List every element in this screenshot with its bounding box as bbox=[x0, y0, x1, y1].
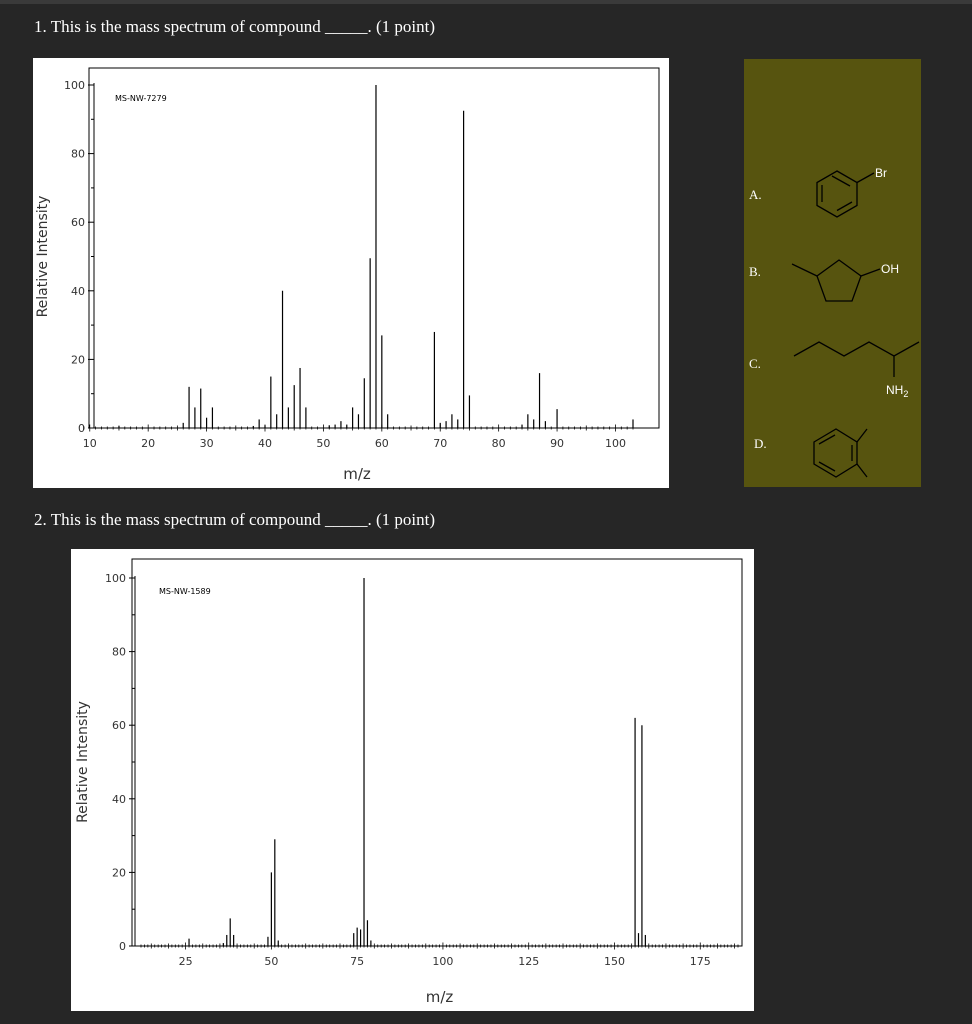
x-tick-label: 175 bbox=[690, 955, 711, 968]
y-tick-label: 0 bbox=[119, 940, 126, 953]
y-tick-label: 100 bbox=[105, 572, 126, 585]
y-tick-label: 100 bbox=[64, 79, 85, 92]
answer-options-panel: A. B. C. D. Br OH NH2 bbox=[744, 59, 921, 487]
y-tick-label: 60 bbox=[112, 719, 126, 732]
x-tick-label: 40 bbox=[258, 437, 272, 450]
y-tick-label: 20 bbox=[112, 866, 126, 879]
y-tick-label: 80 bbox=[71, 148, 85, 161]
methylcyclopentanol-structure: OH bbox=[791, 259, 899, 302]
x-tick-label: 50 bbox=[264, 955, 278, 968]
x-tick-label: 10 bbox=[83, 437, 97, 450]
y-tick-label: 80 bbox=[112, 646, 126, 659]
y-tick-label: 40 bbox=[71, 285, 85, 298]
spectrum-code-label: MS-NW-7279 bbox=[115, 94, 167, 103]
mass-spectrum-2: 0 20 40 60 80 100 25 50 75 100 125 150 175 MS-NW-1589… bbox=[71, 549, 754, 1011]
spectrum-code-label: MS-NW-1589 bbox=[159, 587, 211, 596]
option-b-label: B. bbox=[749, 264, 761, 279]
x-tick-label: 100 bbox=[605, 437, 626, 450]
x-tick-label: 70 bbox=[433, 437, 447, 450]
x-tick-label: 60 bbox=[375, 437, 389, 450]
x-tick-label: 20 bbox=[141, 437, 155, 450]
x-axis-title: m/z bbox=[426, 988, 454, 1006]
amine-structure: NH2 bbox=[793, 341, 920, 399]
bromobenzene-structure: Br bbox=[816, 166, 887, 218]
top-divider bbox=[0, 0, 972, 4]
bromine-label: Br bbox=[875, 166, 887, 180]
y-axis-title: Relative Intensity bbox=[35, 196, 51, 318]
y-axis-title: Relative Intensity bbox=[75, 701, 91, 823]
y-tick-label: 40 bbox=[112, 793, 126, 806]
plot-frame bbox=[131, 558, 743, 947]
amine-label: NH2 bbox=[886, 383, 908, 399]
x-tick-label: 90 bbox=[550, 437, 564, 450]
option-a-label: A. bbox=[749, 187, 762, 202]
y-tick-label: 20 bbox=[71, 353, 85, 366]
xylene-structure bbox=[813, 428, 868, 478]
hydroxyl-label: OH bbox=[881, 262, 899, 276]
x-tick-label: 100 bbox=[432, 955, 453, 968]
x-tick-label: 50 bbox=[316, 437, 330, 450]
option-c-label: C. bbox=[749, 356, 761, 371]
mass-spectrum-2-svg: 0 20 40 60 80 100 25 50 75 100 125 150 175 MS-NW-1589… bbox=[75, 558, 743, 1006]
mass-spectrum-1: 0 20 40 60 80 100 10 20 30 40 50 60 70 80 90 100 MS-NW-7… bbox=[33, 58, 669, 488]
question-2-text: 2. This is the mass spectrum of compound… bbox=[34, 510, 436, 529]
x-tick-label: 80 bbox=[492, 437, 506, 450]
x-tick-label: 125 bbox=[518, 955, 539, 968]
question-1-text: 1. This is the mass spectrum of compound… bbox=[34, 17, 436, 36]
x-tick-label: 75 bbox=[350, 955, 364, 968]
y-tick-label: 60 bbox=[71, 216, 85, 229]
y-tick-label: 0 bbox=[78, 422, 85, 435]
molecule-structures: Br OH NH2 bbox=[791, 166, 920, 478]
x-tick-label: 25 bbox=[179, 955, 193, 968]
option-d-label: D. bbox=[754, 436, 767, 451]
x-axis-title: m/z bbox=[343, 465, 371, 483]
mass-spectrum-1-svg: 0 20 40 60 80 100 10 20 30 40 50 60 70 80 90 100 MS-NW-7… bbox=[35, 67, 660, 483]
x-tick-label: 150 bbox=[604, 955, 625, 968]
x-tick-label: 30 bbox=[200, 437, 214, 450]
plot-frame bbox=[88, 67, 660, 429]
